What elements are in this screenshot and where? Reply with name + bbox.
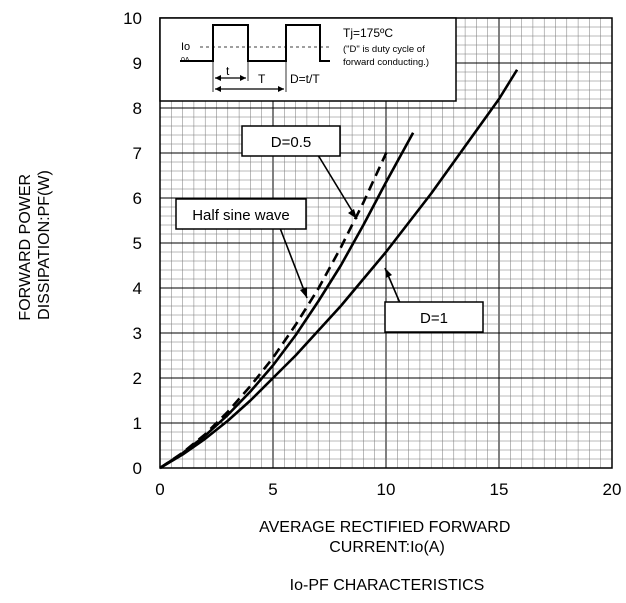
inset-t-label: t	[226, 64, 230, 78]
inset-formula: D=t/T	[290, 72, 320, 86]
series-layer	[159, 69, 519, 470]
y-tick-label: 3	[133, 324, 142, 343]
x-tick-label: 20	[603, 480, 622, 499]
y-axis-label: FORWARD POWER DISSIPATION:PF(W)	[17, 169, 53, 320]
x-axis-label: AVERAGE RECTIFIED FORWARD CURRENT:Io(A)	[259, 519, 515, 556]
y-tick-label: 1	[133, 414, 142, 433]
series-line-1	[159, 132, 415, 470]
y-tick-label: 7	[133, 144, 142, 163]
annotations: D=0.5 Half sine wave D=1	[175, 125, 484, 333]
annotation-arrowhead-halfsine	[300, 287, 307, 298]
tick-labels: 0 5 10 15 20 0 1 2 3 4 5 6 7 8 9 10	[123, 9, 621, 499]
y-tick-label: 6	[133, 189, 142, 208]
inset-background	[159, 17, 457, 102]
inset-note: ("D" is duty cycle of forward conducting…	[343, 44, 429, 68]
x-tick-label: 10	[377, 480, 396, 499]
annotation-label-d05: D=0.5	[271, 134, 311, 151]
chart-title: Io-PF CHARACTERISTICS	[290, 577, 485, 594]
annotation-box-halfsine	[175, 198, 307, 230]
annotation-arrow-d05	[317, 154, 358, 220]
y-tick-label: 4	[133, 279, 142, 298]
annotation-arrowhead-d05	[348, 209, 357, 219]
y-tick-label: 9	[133, 54, 142, 73]
series-line-0	[159, 69, 519, 470]
annotation-box-d05	[241, 125, 341, 157]
annotation-arrowhead-d1	[385, 268, 392, 278]
inset-T-label: T	[258, 72, 266, 86]
series-line-2	[159, 147, 390, 470]
inset-zero-label: 0A	[181, 57, 190, 64]
annotation-label-halfsine: Half sine wave	[192, 207, 290, 224]
y-tick-label: 5	[133, 234, 142, 253]
y-tick-label: 2	[133, 369, 142, 388]
inset-box: Io 0A t T D=t/T Tj=175ºC ("D" is duty cy…	[159, 17, 457, 102]
annotation-label-d1: D=1	[420, 310, 448, 327]
y-tick-label: 10	[123, 9, 142, 28]
x-tick-label: 5	[268, 480, 277, 499]
x-tick-label: 0	[155, 480, 164, 499]
x-tick-label: 15	[490, 480, 509, 499]
inset-tj-label: Tj=175ºC	[343, 26, 393, 40]
annotation-arrow-halfsine	[279, 227, 308, 299]
y-tick-label: 0	[133, 459, 142, 478]
y-tick-label: 8	[133, 99, 142, 118]
annotation-box-d1	[384, 301, 484, 333]
inset-io-label: Io	[181, 41, 190, 53]
inset-pulse-waveform	[180, 24, 330, 62]
